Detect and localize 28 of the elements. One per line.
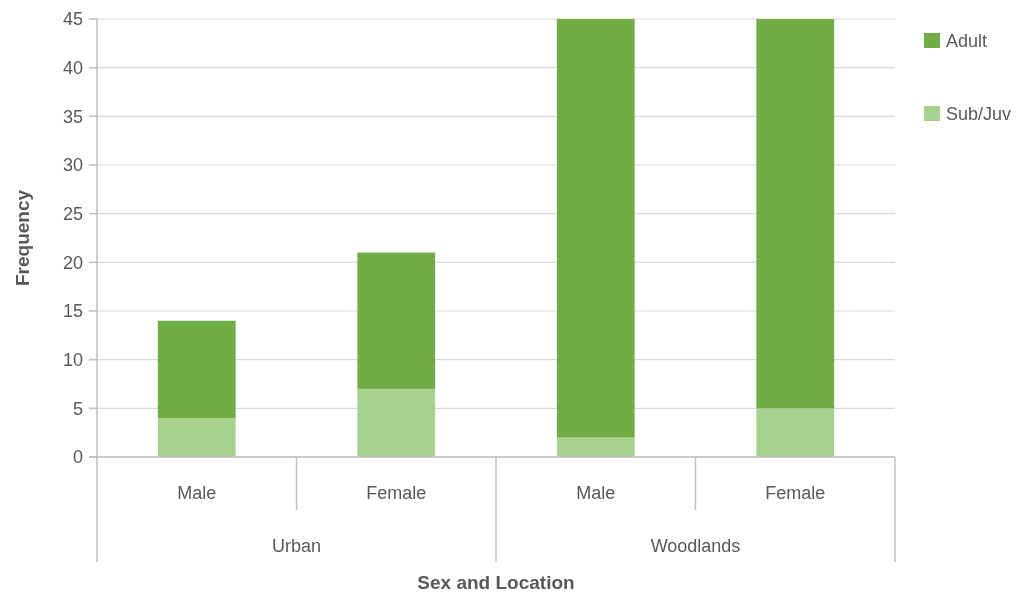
bar — [756, 408, 835, 457]
y-tick-label: 30 — [62, 155, 83, 176]
y-tick-label: 5 — [72, 398, 83, 419]
y-tick-label: 40 — [62, 57, 83, 78]
legend-label: Adult — [946, 31, 988, 52]
text: Woodlands — [650, 536, 741, 557]
y-tick-label: 25 — [62, 203, 83, 224]
y-tick-label: 20 — [62, 252, 83, 273]
y-axis-title: Frequency — [11, 189, 33, 287]
x-axis-title: Sex and Location — [417, 571, 575, 593]
y-tick-label: 10 — [62, 349, 83, 370]
y-tick-label: 0 — [72, 447, 83, 468]
bar — [556, 19, 635, 438]
x-tick-label: Female — [765, 483, 826, 504]
y-tick-label: 45 — [62, 9, 83, 30]
legend-label: Sub/Juv — [946, 104, 1012, 125]
bar — [357, 388, 436, 457]
bar — [756, 19, 835, 409]
y-tick-label: 35 — [62, 106, 83, 127]
y-tick-label: 15 — [62, 301, 83, 322]
bar — [157, 320, 236, 419]
bar — [157, 418, 236, 457]
text: Urban — [271, 536, 322, 557]
x-tick-label: Female — [366, 483, 427, 504]
x-tick-label: Male — [177, 483, 217, 504]
bar — [556, 437, 635, 457]
x-tick-label: Male — [576, 483, 616, 504]
bar — [357, 252, 436, 389]
